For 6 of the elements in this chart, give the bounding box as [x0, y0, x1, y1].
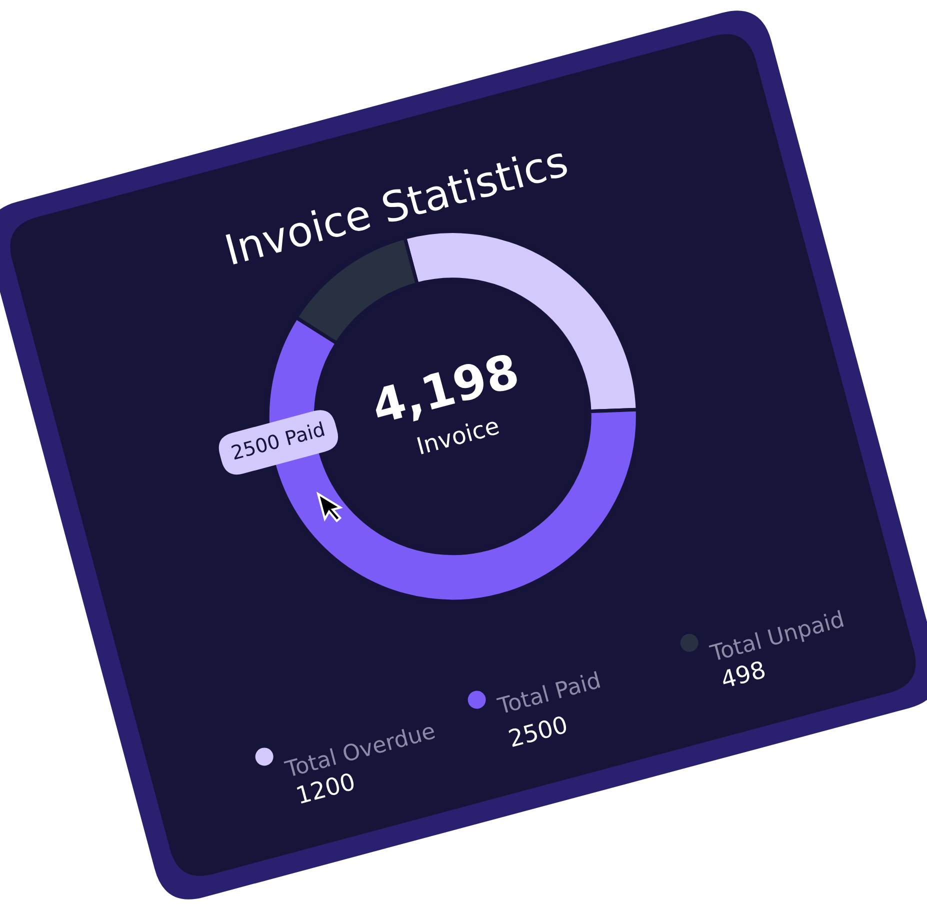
data-label: 1200 [296, 772, 356, 804]
data-label: 498 [720, 660, 766, 688]
chart-title: Invoice Statistics [225, 144, 568, 265]
legend-label: Total Paid [496, 671, 600, 714]
text: 2500 Paid [230, 421, 325, 460]
data-label: 2500 [508, 715, 568, 748]
